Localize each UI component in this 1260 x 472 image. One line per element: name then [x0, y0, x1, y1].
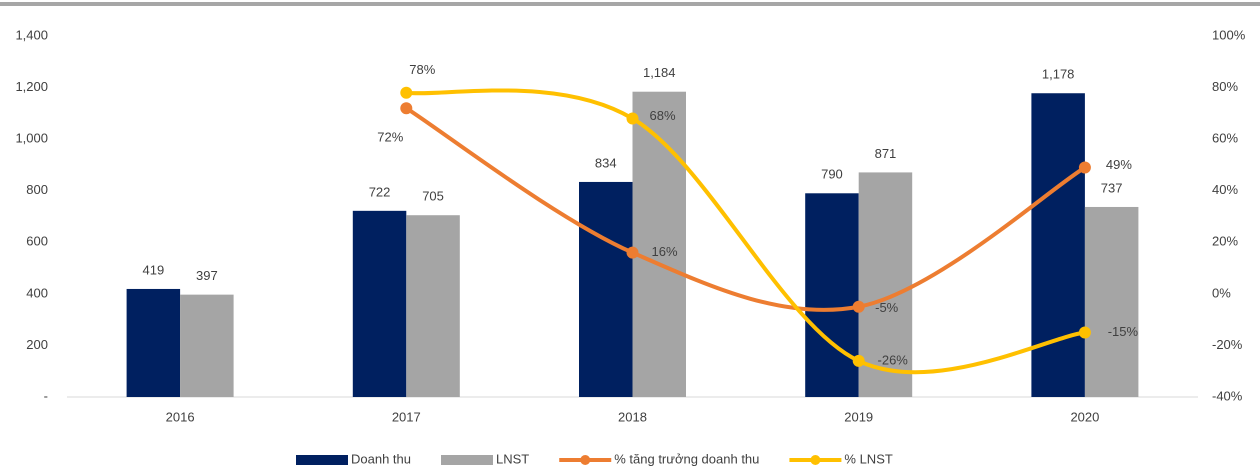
y2-tick-label: -20% — [1212, 337, 1243, 352]
data-label: -26% — [878, 352, 909, 367]
x-tick-label: 2020 — [1070, 409, 1099, 424]
legend-swatch — [580, 455, 591, 465]
data-label: 72% — [377, 130, 403, 145]
y2-tick-label: 0% — [1212, 285, 1231, 300]
line-point — [626, 246, 639, 259]
y2-tick-label: 80% — [1212, 79, 1238, 94]
y2-tick-label: 20% — [1212, 234, 1238, 249]
line — [404, 88, 1087, 375]
legend-swatch — [296, 455, 348, 465]
data-label: -5% — [875, 300, 899, 315]
y-tick-label: 1,000 — [15, 131, 48, 146]
y-tick-label: 1,200 — [15, 79, 48, 94]
legend-swatch — [810, 455, 821, 465]
data-label: 1,178 — [1042, 67, 1075, 82]
data-label: 834 — [595, 155, 617, 170]
data-label: 871 — [875, 146, 897, 161]
y-tick-label: 200 — [26, 337, 48, 352]
line-point — [400, 102, 413, 115]
x-tick-label: 2019 — [844, 409, 873, 424]
data-label: 1,184 — [643, 65, 676, 80]
bar — [805, 193, 859, 397]
legend-label: % tăng trưởng doanh thu — [614, 451, 759, 466]
data-label: 16% — [651, 244, 677, 259]
data-label: 78% — [409, 62, 435, 77]
data-label: 68% — [649, 108, 675, 123]
y2-tick-label: 40% — [1212, 182, 1238, 197]
legend-label: % LNST — [844, 451, 892, 466]
y2-tick-label: -40% — [1212, 388, 1243, 403]
y-tick-label: 1,400 — [15, 27, 48, 42]
data-label: 790 — [821, 167, 843, 182]
bar — [406, 215, 460, 397]
bar — [579, 181, 633, 397]
legend-label: LNST — [496, 451, 529, 466]
y-tick-label: 600 — [26, 234, 48, 249]
y-tick-label: 800 — [26, 182, 48, 197]
line-point — [626, 112, 639, 125]
data-label: -15% — [1108, 324, 1139, 339]
data-label: 722 — [369, 184, 391, 199]
line — [404, 106, 1087, 312]
bar — [632, 91, 686, 397]
line-point — [1078, 326, 1091, 339]
line-point — [1078, 161, 1091, 174]
bar — [1084, 206, 1139, 397]
data-label: 705 — [422, 189, 444, 204]
data-label: 49% — [1106, 157, 1132, 172]
y2-tick-label: 100% — [1212, 27, 1246, 42]
data-label: 737 — [1101, 180, 1123, 195]
y2-tick-label: 60% — [1212, 131, 1238, 146]
x-tick-label: 2016 — [166, 409, 195, 424]
bar — [1031, 93, 1085, 397]
data-label: 397 — [196, 268, 218, 283]
line-point — [852, 354, 865, 367]
bar — [126, 288, 181, 397]
line-point — [400, 86, 413, 99]
top-rule — [0, 2, 1260, 6]
bar — [352, 210, 407, 397]
x-tick-label: 2018 — [618, 409, 647, 424]
legend-label: Doanh thu — [351, 451, 411, 466]
line-point — [852, 300, 865, 313]
x-tick-label: 2017 — [392, 409, 421, 424]
bar — [180, 294, 234, 397]
y-tick-label: 400 — [26, 285, 48, 300]
data-label: 419 — [142, 262, 164, 277]
legend-swatch — [441, 455, 493, 465]
y-tick-label: - — [44, 388, 48, 403]
bar — [858, 172, 913, 397]
